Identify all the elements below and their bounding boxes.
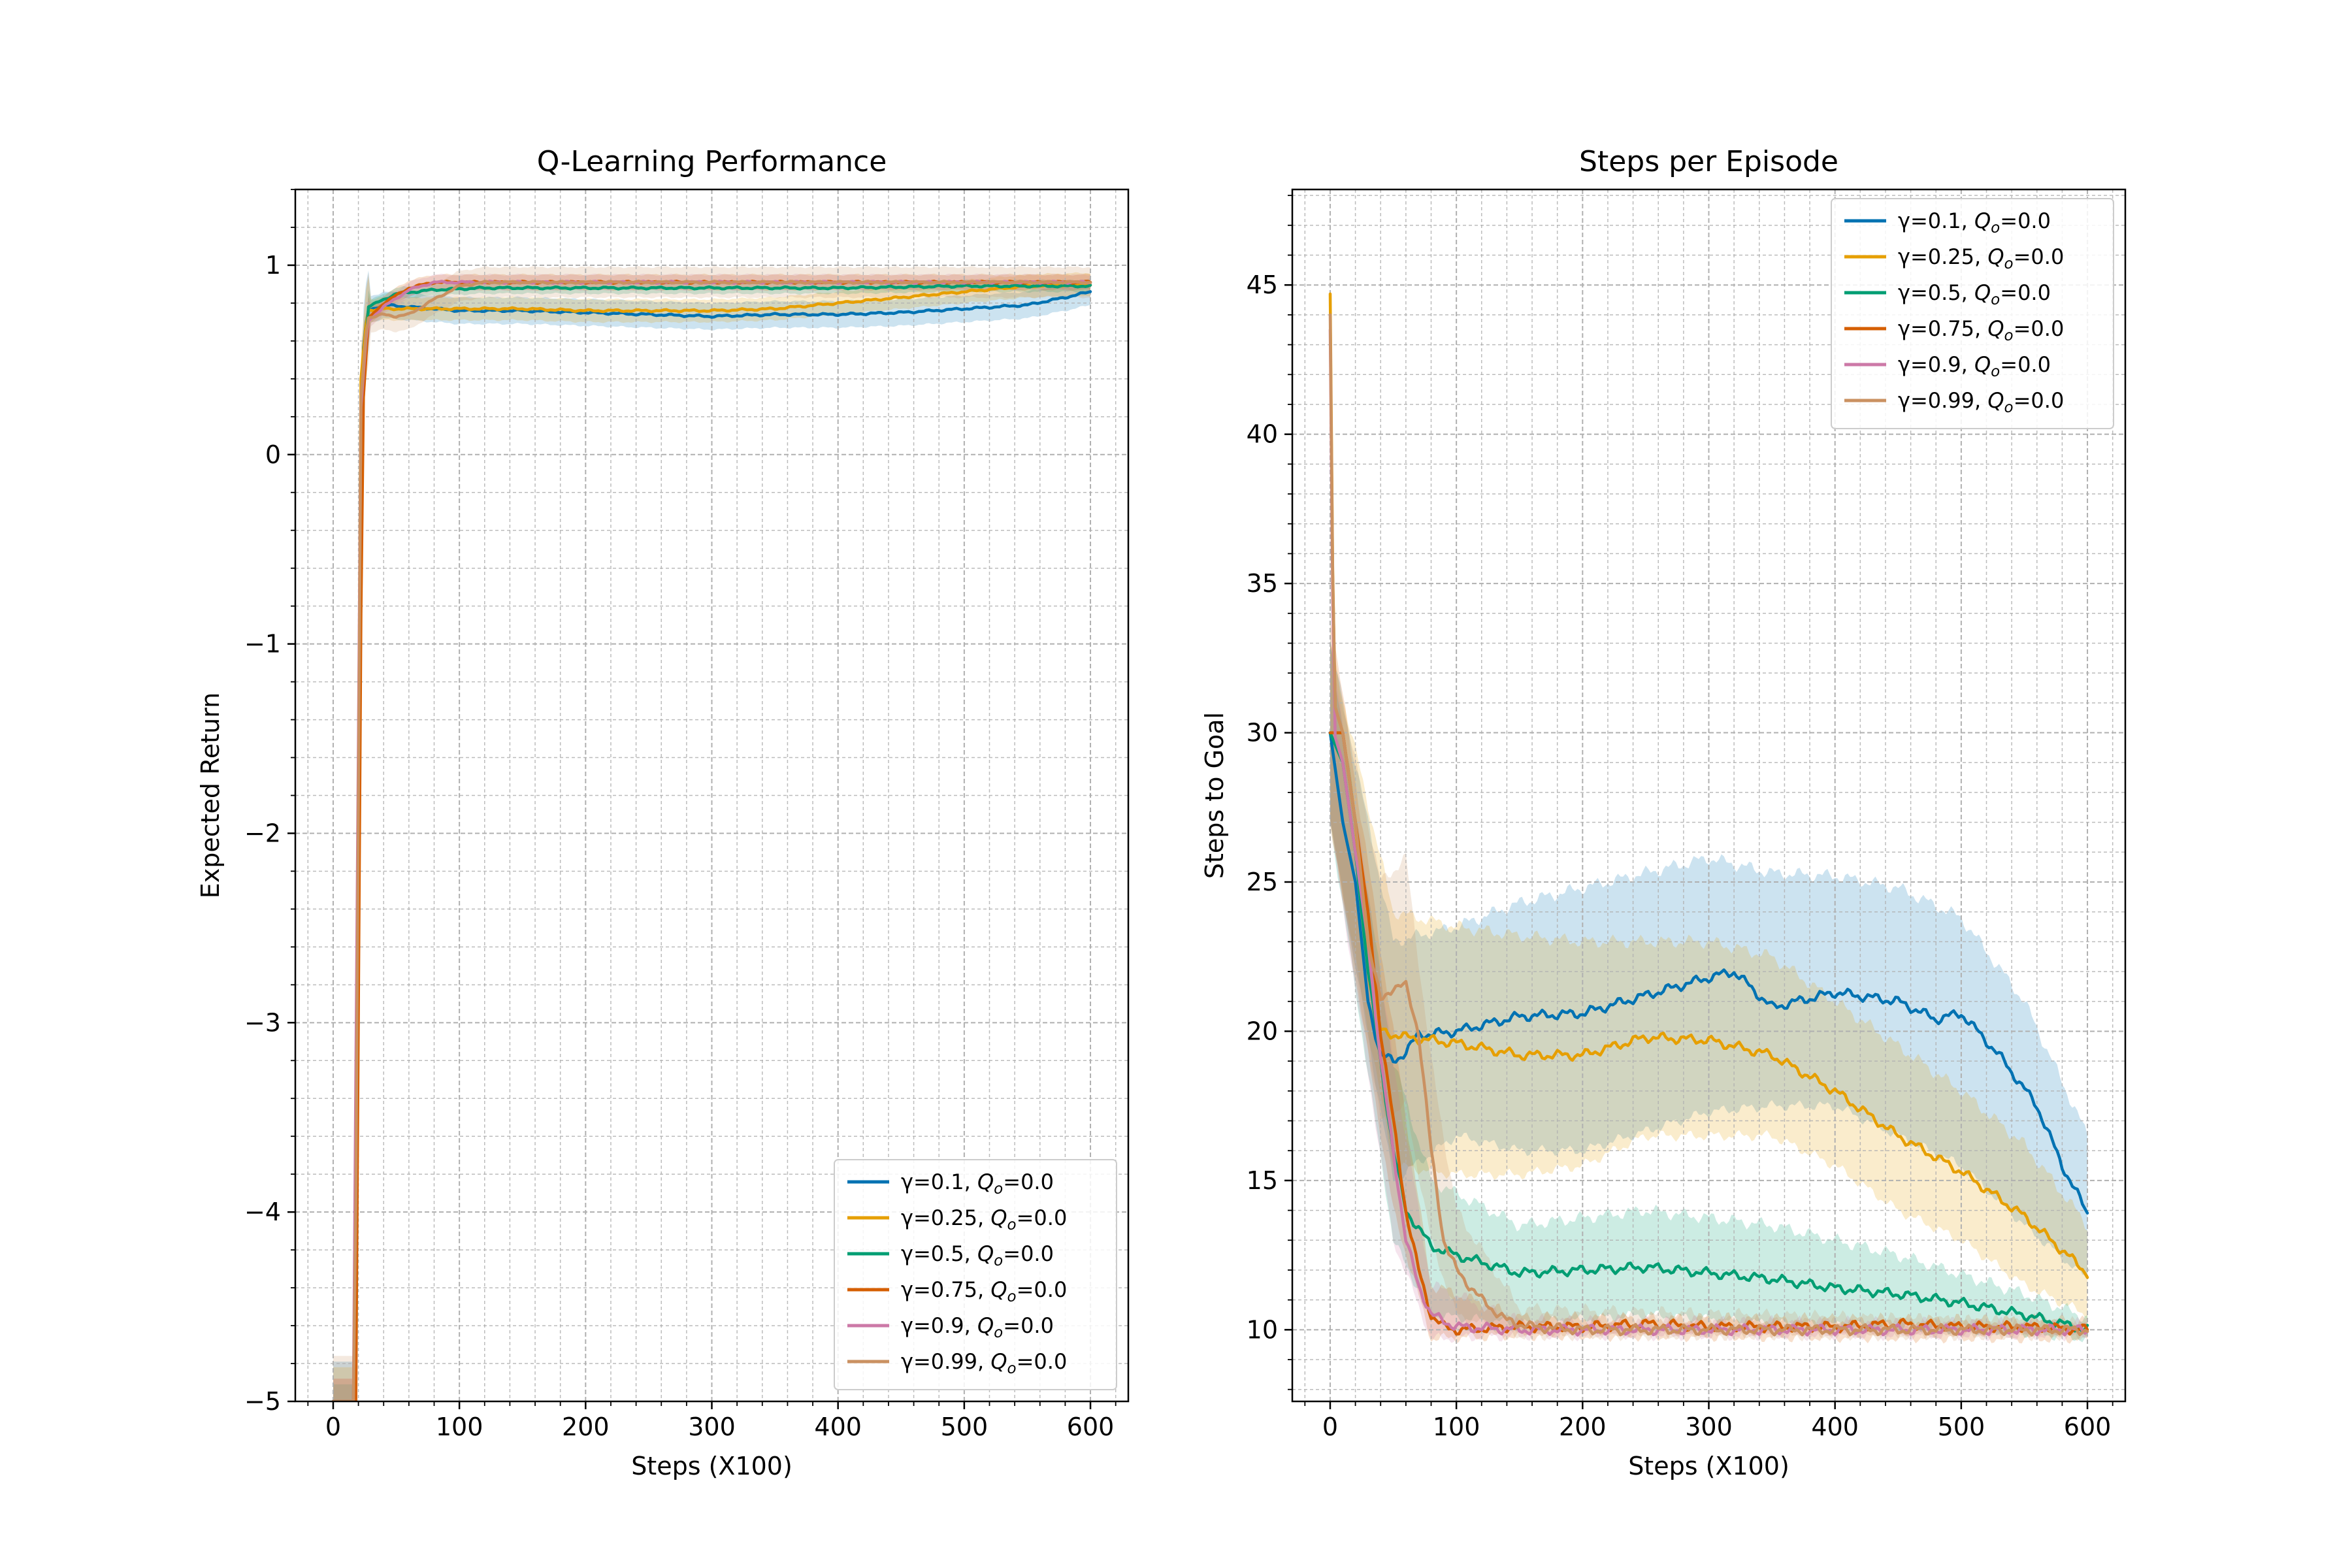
- x-tick-label: 100: [436, 1413, 483, 1441]
- series-line-1: [1328, 292, 2089, 1279]
- x-tick-label: 300: [688, 1413, 736, 1441]
- x-tick-label: 200: [562, 1413, 610, 1441]
- y-tick-label: 40: [1247, 420, 1278, 449]
- legend-item: γ=0.75, Qo=0.0: [1844, 316, 2064, 344]
- legend-label: γ=0.75, Qo=0.0: [1898, 316, 2064, 344]
- legend-item: γ=0.75, Qo=0.0: [847, 1277, 1067, 1305]
- x-tick-label: 0: [1322, 1413, 1338, 1441]
- legend-frame: [834, 1159, 1117, 1390]
- plot-frame: [1291, 188, 2127, 1403]
- y-tick-label: 15: [1247, 1166, 1278, 1195]
- chart-title: Q-Learning Performance: [537, 145, 887, 178]
- series-line-2: [331, 283, 1092, 1401]
- x-tick-label: 300: [1685, 1413, 1733, 1441]
- legend-label: γ=0.5, Qo=0.0: [901, 1241, 1054, 1269]
- y-tick-label: 20: [1247, 1017, 1278, 1045]
- y-tick-label: −5: [244, 1387, 281, 1416]
- x-tick-label: 0: [325, 1413, 341, 1441]
- x-tick-label: 500: [1938, 1413, 1985, 1441]
- x-tick-label: 500: [941, 1413, 988, 1441]
- x-tick-label: 400: [814, 1413, 862, 1441]
- y-axis-label: Expected Return: [196, 693, 225, 898]
- x-tick-label: 100: [1433, 1413, 1480, 1441]
- legend-label: γ=0.25, Qo=0.0: [901, 1205, 1067, 1233]
- chart-title: Steps per Episode: [1579, 145, 1838, 178]
- y-tick-label: 1: [265, 251, 281, 280]
- y-tick-label: −1: [244, 630, 281, 659]
- legend-item: γ=0.1, Qo=0.0: [847, 1169, 1054, 1198]
- x-tick-label: 200: [1559, 1413, 1607, 1441]
- legend-label: γ=0.9, Qo=0.0: [1898, 352, 2051, 380]
- legend-label: γ=0.75, Qo=0.0: [901, 1277, 1067, 1305]
- y-tick-label: 45: [1247, 270, 1278, 299]
- y-tick-label: 25: [1247, 868, 1278, 896]
- legend-item: γ=0.1, Qo=0.0: [1844, 208, 2051, 237]
- x-tick-label: 600: [1067, 1413, 1115, 1441]
- legend-label: γ=0.99, Qo=0.0: [901, 1349, 1067, 1377]
- x-axis-label: Steps (X100): [631, 1452, 792, 1480]
- y-axis-label: Steps to Goal: [1200, 712, 1229, 879]
- legend-frame: [1831, 198, 2114, 429]
- chart-q-learning-performance: 0 100 200 300 400 500 600 1 0 −1 −2 −3 −4 −5 Q-Learni…: [196, 145, 1130, 1480]
- legend-item: γ=0.99, Qo=0.0: [847, 1349, 1067, 1377]
- legend-item: γ=0.25, Qo=0.0: [847, 1205, 1067, 1233]
- legend-label: γ=0.5, Qo=0.0: [1898, 280, 2051, 308]
- legend-item: γ=0.9, Qo=0.0: [847, 1313, 1054, 1341]
- series-line-0: [331, 290, 1092, 1401]
- legend-item: γ=0.5, Qo=0.0: [847, 1241, 1054, 1269]
- legend-label: γ=0.9, Qo=0.0: [901, 1313, 1054, 1341]
- series-line-2: [1328, 731, 2089, 1333]
- y-tick-label: 10: [1247, 1315, 1278, 1344]
- x-tick-label: 600: [2064, 1413, 2112, 1441]
- series-line-5: [331, 280, 1092, 1401]
- legend: γ=0.1, Qo=0.0 γ=0.25, Qo=0.0 γ=0.5, Qo=0.0…: [1831, 198, 2114, 429]
- y-tick-label: −4: [244, 1198, 281, 1226]
- legend-item: γ=0.5, Qo=0.0: [1844, 280, 2051, 308]
- y-tick-label: −2: [244, 819, 281, 847]
- legend-label: γ=0.1, Qo=0.0: [901, 1169, 1054, 1198]
- legend-label: γ=0.25, Qo=0.0: [1898, 244, 2064, 272]
- legend-label: γ=0.99, Qo=0.0: [1898, 388, 2064, 416]
- legend-item: γ=0.25, Qo=0.0: [1844, 244, 2064, 272]
- series-line-1: [331, 282, 1092, 1401]
- series-line-4: [1328, 328, 2089, 1337]
- chart-steps-per-episode: 0 100 200 300 400 500 600 10 15 20 25 30 35 40 45 Step…: [1200, 145, 2127, 1480]
- legend-label: γ=0.1, Qo=0.0: [1898, 208, 2051, 237]
- y-tick-label: 30: [1247, 719, 1278, 747]
- legend-item: γ=0.99, Qo=0.0: [1844, 388, 2064, 416]
- series-line-0: [1328, 731, 2089, 1215]
- y-tick-label: 35: [1247, 569, 1278, 598]
- series-line-5: [1328, 313, 2089, 1337]
- plot-frame: [294, 188, 1130, 1403]
- x-tick-label: 400: [1811, 1413, 1859, 1441]
- legend: γ=0.1, Qo=0.0 γ=0.25, Qo=0.0 γ=0.5, Qo=0.0…: [834, 1159, 1117, 1390]
- legend-item: γ=0.9, Qo=0.0: [1844, 352, 2051, 380]
- y-tick-label: −3: [244, 1008, 281, 1037]
- x-axis-label: Steps (X100): [1628, 1452, 1789, 1480]
- y-tick-label: 0: [265, 440, 281, 469]
